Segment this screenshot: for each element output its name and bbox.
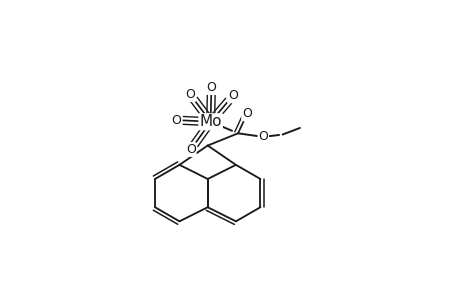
Text: O: O [171, 114, 181, 127]
Text: O: O [241, 107, 252, 120]
Text: Mo: Mo [199, 114, 221, 129]
Text: O: O [185, 88, 195, 101]
Text: O: O [228, 89, 237, 102]
Text: O: O [206, 81, 216, 94]
Text: O: O [258, 130, 268, 143]
Text: O: O [185, 143, 195, 156]
